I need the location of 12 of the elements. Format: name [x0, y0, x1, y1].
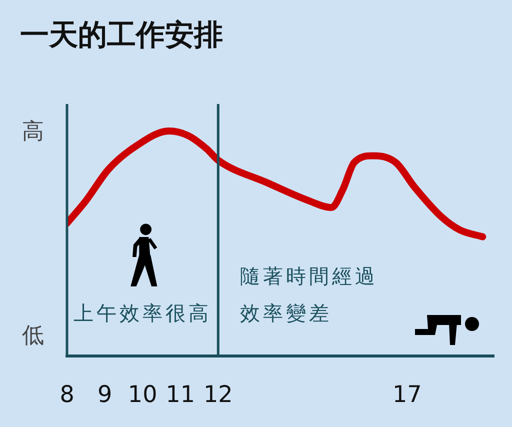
annotation: 隨著時間經過	[240, 264, 378, 288]
x-tick-label: 12	[204, 382, 233, 408]
x-tick-label: 8	[60, 382, 74, 408]
x-tick-label: 11	[166, 382, 196, 408]
x-tick-label: 17	[392, 382, 422, 408]
x-tick-label: 9	[97, 382, 112, 408]
annotation: 效率變差	[240, 301, 332, 326]
chart-title: 一天的工作安排	[20, 18, 223, 52]
x-tick-label: 10	[128, 382, 158, 408]
text: 低	[22, 324, 44, 349]
annotation: 上午效率很高	[74, 301, 212, 326]
text: 高	[22, 120, 44, 145]
